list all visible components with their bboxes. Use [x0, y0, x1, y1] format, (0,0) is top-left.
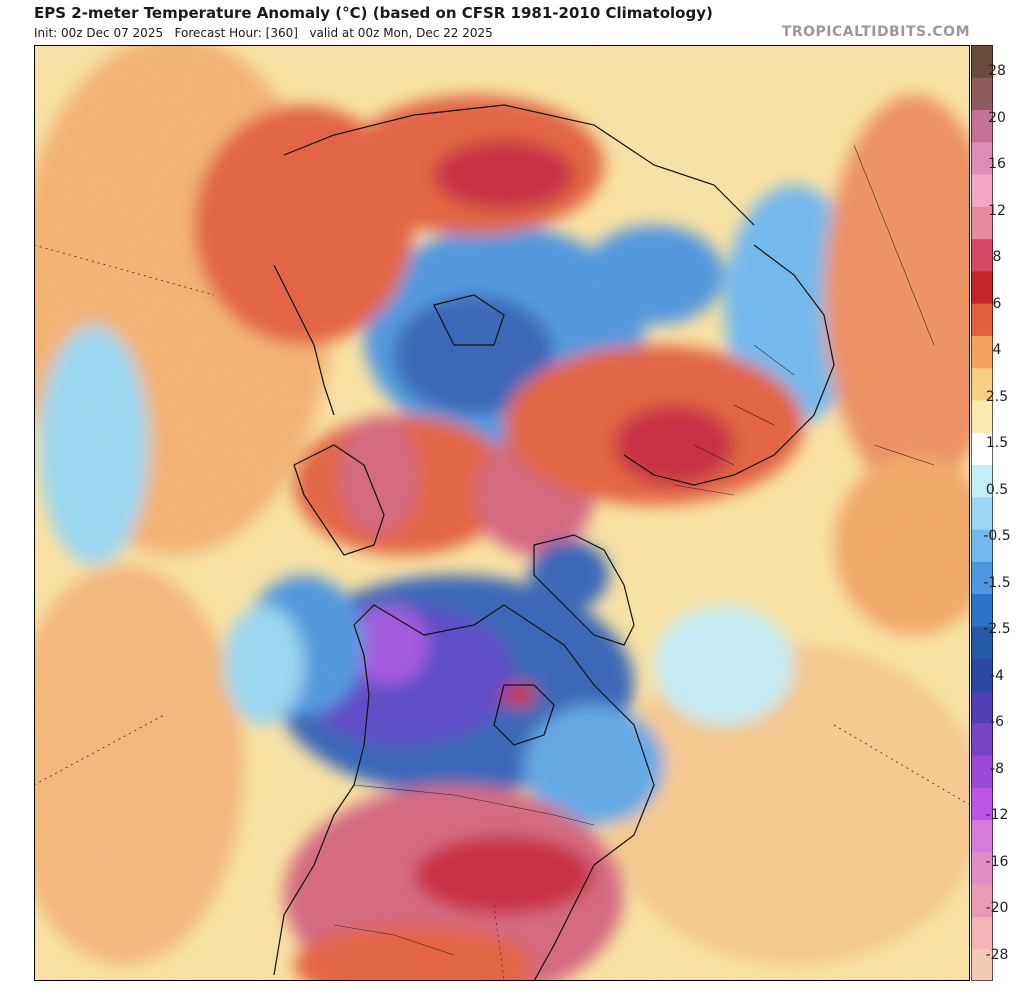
dateline-left-lower: [34, 714, 165, 786]
colorbar-label: 4: [992, 342, 1002, 359]
colorbar-swatch: [971, 593, 993, 627]
colorbar-swatch: [971, 625, 993, 659]
arctic-islands: [433, 294, 505, 346]
colorbar-swatch: [971, 884, 993, 917]
colorbar-label: -20: [985, 900, 1009, 917]
colorbar-label: -0.5: [983, 528, 1011, 545]
colorbar-swatch: [971, 432, 993, 466]
run-info: Init: 00z Dec 07 2025 Forecast Hour: [36…: [34, 26, 493, 40]
colorbar-label: -12: [985, 807, 1009, 824]
colorbar-swatch: [971, 496, 993, 530]
colorbar-label: 8: [992, 249, 1002, 266]
dateline-left: [34, 244, 215, 296]
east-asia-coast: [273, 264, 335, 416]
colorbar-swatch: [971, 916, 993, 950]
colorbar-swatch: [971, 141, 993, 175]
anomaly-map: [34, 45, 970, 981]
dateline-right: [833, 724, 970, 806]
colorbar-swatch: [971, 561, 993, 595]
colorbar-label: 28: [988, 63, 1006, 79]
alaska-coast: [293, 444, 385, 556]
site-brand[interactable]: TROPICALTIDBITS.COM: [781, 24, 970, 40]
siberia-coast: [283, 104, 755, 226]
colorbar-label: 12: [988, 202, 1006, 219]
europe-borders: [673, 344, 795, 496]
colorbar-swatch: [971, 851, 993, 885]
greenland-coast: [533, 534, 635, 646]
colorbar-label: 2.5: [985, 388, 1009, 405]
hudson-bay-coast: [493, 684, 555, 746]
colorbar-swatch: [971, 45, 993, 78]
colorbar-label: -4: [990, 667, 1004, 684]
colorbar-swatch: [971, 948, 993, 981]
political-borders: [333, 144, 935, 956]
colorbar-label: 6: [992, 295, 1002, 312]
colorbar-label: -1.5: [983, 574, 1011, 591]
colorbar-swatch: [971, 529, 993, 562]
colorbar-label: -8: [990, 760, 1004, 777]
colorbar-label: 20: [988, 109, 1006, 126]
colorbar-swatch: [971, 109, 993, 143]
colorbar-swatch: [971, 77, 993, 111]
colorbar-swatch: [971, 400, 993, 433]
colorbar-swatch: [971, 690, 993, 724]
colorbar-swatch: [971, 174, 993, 207]
colorbar-label: -6: [990, 714, 1004, 731]
colorbar-swatch: [971, 819, 993, 853]
colorbar: [971, 45, 993, 981]
colorbar-swatch: [971, 238, 993, 272]
colorbar-swatch: [971, 206, 993, 240]
colorbar-label: -2.5: [983, 621, 1011, 638]
colorbar-swatch: [971, 787, 993, 821]
asia-borders: [853, 144, 935, 466]
meridian-bottom: [493, 904, 505, 981]
colorbar-label: 0.5: [985, 481, 1009, 498]
colorbar-swatch: [971, 464, 993, 498]
us-mexico-border: [333, 924, 455, 956]
colorbar-swatches: [971, 45, 993, 981]
dotted-lines: [34, 244, 970, 981]
colorbar-swatch: [971, 367, 993, 401]
colorbar-label: -28: [985, 947, 1009, 963]
colorbar-label: 16: [988, 156, 1006, 173]
map-title: EPS 2-meter Temperature Anomaly (°C) (ba…: [34, 4, 713, 22]
colorbar-swatch: [971, 270, 993, 304]
colorbar-swatch: [971, 722, 993, 756]
north-america-coast: [273, 604, 655, 981]
coastlines: [273, 104, 835, 981]
colorbar-label: 1.5: [985, 435, 1009, 452]
colorbar-swatch: [971, 658, 993, 692]
us-canada-border: [353, 784, 595, 826]
europe-coast: [623, 244, 835, 486]
colorbar-label: -16: [985, 853, 1009, 870]
colorbar-swatch: [971, 335, 993, 369]
colorbar-swatch: [971, 755, 993, 788]
colorbar-swatch: [971, 303, 993, 336]
